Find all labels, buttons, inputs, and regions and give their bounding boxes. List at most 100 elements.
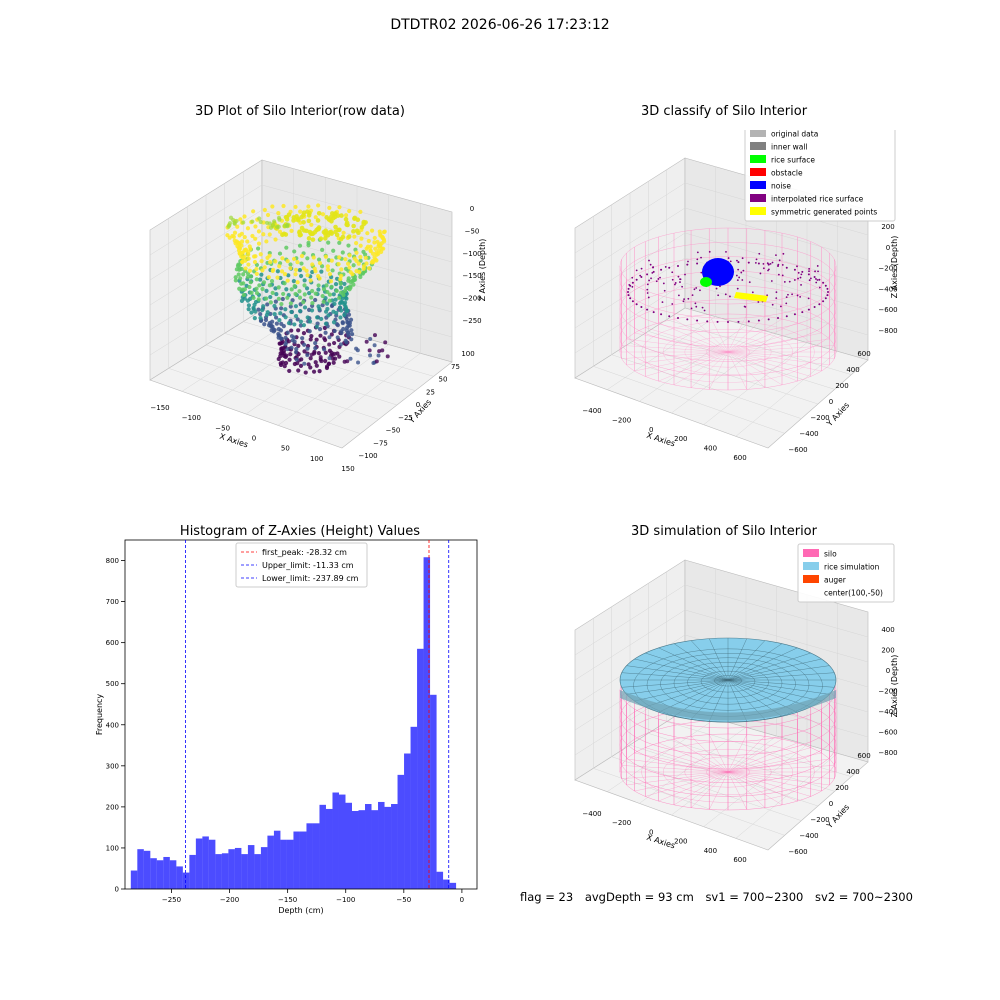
scatter-point [302, 278, 307, 283]
y-tick-label: 400 [846, 768, 859, 776]
scatter-point [343, 257, 348, 262]
scatter-point [271, 327, 276, 332]
scatter-point [270, 204, 275, 209]
scatter-point [354, 228, 360, 234]
histogram-bar [365, 804, 372, 889]
interpolated-point [663, 289, 666, 292]
interpolated-point [796, 294, 799, 297]
legend-label: noise [771, 182, 791, 191]
scatter-point [347, 208, 352, 214]
scatter-point [267, 253, 272, 258]
interpolated-point [729, 260, 732, 263]
scatter-point [342, 300, 348, 305]
scatter-point [374, 250, 379, 255]
interpolated-point [724, 293, 727, 296]
histogram-bar [182, 872, 190, 889]
scatter-point [253, 299, 259, 305]
interpolated-point [738, 276, 741, 279]
scatter-point [286, 320, 292, 326]
rice-mesh-line [727, 672, 835, 681]
histogram-bar [410, 726, 418, 889]
scatter-point [256, 246, 261, 251]
scatter-point [256, 229, 262, 234]
interpolated-point [693, 288, 696, 291]
x-tick-label: −150 [150, 404, 169, 412]
scatter-point [235, 224, 240, 229]
scatter-point [323, 330, 328, 335]
scatter-point [311, 369, 317, 374]
legend-label: Upper_limit: -11.33 cm [262, 561, 354, 570]
silo-ring [619, 227, 837, 305]
silo-floor-line [727, 351, 811, 377]
y-tick-label: 200 [106, 803, 119, 811]
histogram-bar [176, 866, 183, 889]
scatter-point [280, 256, 285, 261]
interpolated-point [674, 283, 676, 286]
scatter-point [321, 299, 326, 304]
histogram-bar [163, 856, 170, 889]
interpolated-point [757, 319, 760, 322]
interpolated-point [791, 293, 793, 296]
interpolated-point [793, 313, 796, 316]
scatter-point [354, 346, 359, 351]
scatter-point [280, 296, 285, 302]
silo-floor-line [673, 771, 729, 806]
status-footer: flag = 23 avgDepth = 93 cm sv1 = 700~230… [520, 890, 921, 904]
scatter-point [273, 259, 278, 264]
scatter-point [325, 289, 330, 295]
legend-swatch [750, 168, 766, 176]
scatter-point [264, 288, 269, 293]
interpolated-point [687, 297, 690, 300]
silo-wireframe [619, 227, 837, 391]
raw-plot-title: 3D Plot of Silo Interior(row data) [195, 104, 405, 119]
scatter-point [248, 274, 254, 279]
scatter-point [339, 267, 344, 272]
scatter-point [284, 287, 289, 292]
y-tick-label: −50 [386, 427, 401, 435]
scatter-point [257, 283, 262, 288]
interpolated-point [681, 285, 684, 288]
scatter-point [233, 278, 238, 283]
silo-floor-line [626, 758, 729, 773]
scatter-point [305, 315, 310, 320]
y-tick-label: 600 [857, 752, 870, 760]
grid-line [149, 184, 263, 256]
z-tick-label: 400 [881, 626, 894, 634]
interpolated-point [797, 277, 799, 280]
scatter-point [334, 288, 339, 293]
scatter-point [344, 220, 350, 226]
scatter-point [343, 286, 349, 291]
z-tick-label: −100 [462, 250, 481, 258]
scatter-point [358, 254, 363, 260]
rice-mesh-line [727, 643, 783, 681]
scatter-point [261, 280, 267, 285]
scatter-point [364, 246, 369, 251]
scatter-point [337, 227, 342, 233]
scatter-point [340, 320, 345, 325]
scatter-point [315, 274, 321, 279]
histogram-bar [319, 804, 326, 889]
interpolated-point [747, 320, 750, 323]
interpolated-point [671, 303, 674, 305]
scatter-point [291, 256, 297, 262]
scatter-point [242, 214, 247, 219]
interpolated-point [785, 296, 788, 299]
interpolated-point [826, 294, 829, 297]
scatter-point [262, 265, 267, 270]
scatter-point [266, 275, 271, 280]
scatter-point [326, 240, 331, 245]
rice-mesh-line [634, 679, 729, 702]
scatter-point [246, 307, 251, 312]
rice-mesh-line [727, 679, 835, 688]
scatter-point [283, 315, 288, 320]
scatter-point [316, 351, 321, 356]
classified-points [627, 250, 829, 323]
scatter-point [351, 229, 356, 234]
interpolated-point [635, 269, 638, 272]
scatter-point [278, 328, 284, 333]
x-tick-label: −200 [612, 819, 631, 827]
scatter-point [258, 315, 263, 321]
scatter-point [288, 304, 293, 309]
scatter-point [227, 223, 232, 228]
interpolated-point [808, 267, 811, 270]
